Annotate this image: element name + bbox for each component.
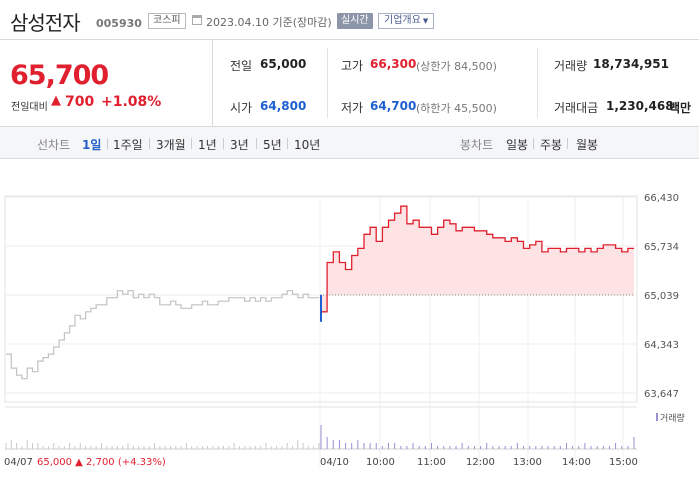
high-value: 66,300 — [370, 57, 417, 71]
series-area-today — [321, 206, 634, 312]
plot-frame — [4, 195, 638, 403]
volume-legend-label: 거래량 — [660, 412, 685, 424]
market-badge: 코스피 — [148, 13, 186, 29]
volume-label: 거래량 — [554, 59, 588, 73]
chart-grid — [4, 195, 638, 467]
prev-close-label: 전일 — [230, 59, 253, 73]
tab-1-day[interactable]: 1일 — [82, 138, 102, 152]
divider — [287, 138, 288, 149]
up-arrow-icon: ▲ — [51, 93, 61, 108]
open-label: 시가 — [230, 101, 253, 115]
upper-limit: (상한가 84,500) — [416, 60, 497, 73]
y-tick-label: 66,430 — [644, 193, 679, 204]
tab-weekly-candle[interactable]: 주봉 — [540, 138, 563, 152]
y-tick-label: 63,647 — [644, 389, 679, 400]
amount-unit: 백만 — [669, 101, 692, 115]
low-label: 저가 — [341, 101, 364, 115]
series-line-today — [321, 205, 634, 313]
stock-name: 삼성전자 — [10, 11, 81, 35]
lower-limit: (하한가 45,500) — [416, 102, 497, 115]
y-tick-label: 65,734 — [644, 242, 679, 253]
amount-value: 1,230,468 — [606, 99, 674, 113]
x-tick-label: 04/10 — [320, 457, 349, 468]
series-line-prev-day — [6, 290, 319, 380]
tab-3-years[interactable]: 3년 — [230, 138, 249, 152]
company-overview-button[interactable]: 기업개요 ▼ — [378, 13, 435, 29]
x-tick-label: 12:00 — [466, 457, 495, 468]
amount-label: 거래대금 — [554, 101, 599, 115]
tab-monthly-candle[interactable]: 월봉 — [576, 138, 599, 152]
company-overview-label: 기업개요 — [384, 15, 421, 26]
volume-value: 18,734,951 — [593, 57, 669, 71]
column-divider — [537, 48, 538, 118]
open-value: 64,800 — [260, 99, 307, 113]
divider — [567, 138, 568, 149]
price-chart-canvas: 66,430 65,734 65,039 64,343 63,647 04/07 04/1… — [4, 193, 685, 468]
as-of-date: 2023.04.10 기준(장마감) — [206, 16, 332, 29]
prev-close-value: 65,000 — [260, 57, 307, 71]
volume-legend-icon — [656, 413, 658, 421]
y-axis: 66,430 65,734 65,039 64,343 63,647 — [644, 193, 679, 400]
low-value: 64,700 — [370, 99, 417, 113]
divider — [149, 138, 150, 149]
stock-header: 삼성전자 005930 코스피 2023.04.10 기준(장마감) 실시간 기… — [0, 0, 699, 40]
tab-3-months[interactable]: 3개월 — [156, 138, 186, 152]
divider — [533, 138, 534, 149]
x-tick-label: 11:00 — [417, 457, 446, 468]
stock-code: 005930 — [96, 17, 142, 30]
y-tick-label: 65,039 — [644, 291, 679, 302]
x-tick-label: 04/07 — [4, 457, 33, 468]
price-panel: 65,700 전일대비 ▲ 700 +1.08% — [0, 40, 213, 127]
x-tick-label: 15:00 — [609, 457, 638, 468]
x-axis: 04/07 04/10 10:00 11:00 12:00 13:00 14:00 15:00… — [4, 457, 638, 468]
tab-daily-candle[interactable]: 일봉 — [506, 138, 529, 152]
realtime-button[interactable]: 실시간 — [337, 13, 373, 29]
chart-toolbar: 선차트 1일 1주일 3개월 1년 3년 5년 10년 봉차트 일봉 주봉 월봉 — [0, 127, 699, 159]
x-tick-label: 13:00 — [513, 457, 542, 468]
chart-plot — [6, 205, 635, 380]
prev-day-summary: 65,000 ▲ 2,700 (+4.33%) — [37, 457, 166, 468]
current-price: 65,700 — [10, 60, 109, 91]
price-change-percent: +1.08% — [101, 94, 162, 110]
column-divider — [327, 48, 328, 118]
y-tick-label: 64,343 — [644, 340, 679, 351]
change-label: 전일대비 — [11, 102, 48, 113]
price-info-grid: 전일 65,000 고가 66,300 (상한가 84,500) 거래량 18,… — [213, 40, 699, 127]
high-label: 고가 — [341, 59, 364, 73]
x-tick-label: 14:00 — [562, 457, 591, 468]
calendar-icon — [192, 15, 202, 25]
tab-1-year[interactable]: 1년 — [198, 138, 217, 152]
divider — [223, 138, 224, 149]
candle-chart-title: 봉차트 — [460, 138, 494, 152]
price-chart[interactable]: 66,430 65,734 65,039 64,343 63,647 04/07 04/1… — [0, 159, 699, 477]
x-tick-label: 10:00 — [366, 457, 395, 468]
divider — [256, 138, 257, 149]
divider — [191, 138, 192, 149]
tab-10-years[interactable]: 10년 — [294, 138, 321, 152]
price-change: 700 — [65, 94, 95, 110]
volume-bars: 거래량 — [5, 406, 685, 450]
divider — [107, 138, 108, 149]
tab-1-week[interactable]: 1주일 — [113, 138, 143, 152]
line-chart-title: 선차트 — [37, 138, 71, 152]
tab-5-years[interactable]: 5년 — [263, 138, 282, 152]
chevron-down-icon: ▼ — [422, 17, 429, 25]
